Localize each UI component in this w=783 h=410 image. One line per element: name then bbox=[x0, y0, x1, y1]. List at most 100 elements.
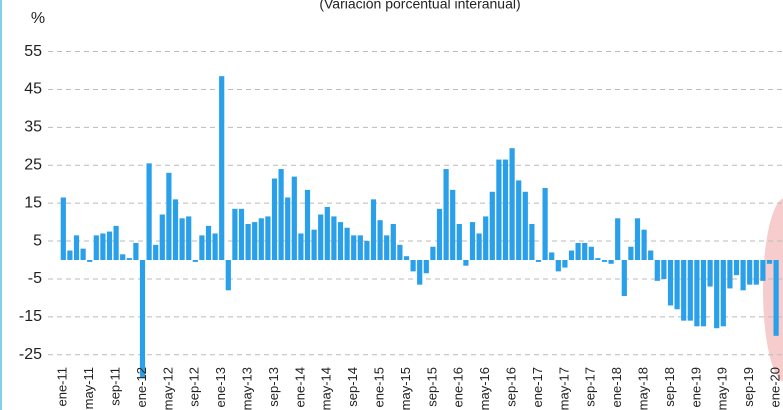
x-tick-label: sep-13 bbox=[266, 367, 281, 407]
bar bbox=[450, 189, 456, 260]
bar bbox=[555, 260, 561, 272]
bar bbox=[443, 169, 449, 260]
bar bbox=[139, 260, 146, 378]
x-tick-label: ene-11 bbox=[55, 367, 70, 407]
bar bbox=[238, 208, 245, 260]
bar bbox=[377, 220, 383, 260]
bar bbox=[113, 225, 119, 260]
bar bbox=[219, 76, 225, 260]
bar bbox=[760, 260, 766, 281]
bar bbox=[476, 233, 482, 260]
x-tick-label: ene-14 bbox=[292, 367, 307, 407]
bar bbox=[694, 260, 700, 327]
bar bbox=[364, 241, 370, 260]
bar bbox=[186, 216, 192, 260]
bar bbox=[707, 260, 713, 287]
x-tick-label: sep-11 bbox=[108, 367, 123, 406]
bar bbox=[146, 163, 152, 260]
x-tick-label: sep-19 bbox=[741, 367, 756, 407]
bar bbox=[496, 159, 502, 260]
bar bbox=[700, 260, 707, 327]
x-tick-label: may-18 bbox=[636, 367, 651, 410]
bar bbox=[73, 235, 80, 260]
bar bbox=[205, 225, 212, 260]
y-tick-label: 35 bbox=[24, 119, 42, 136]
bar bbox=[357, 235, 363, 260]
bar bbox=[403, 256, 410, 260]
bar bbox=[588, 246, 594, 260]
bar bbox=[562, 260, 568, 268]
x-tick-label: sep-18 bbox=[662, 367, 677, 407]
bar bbox=[634, 218, 641, 260]
chart-subtitle: (Variación porcentual interanual) bbox=[319, 0, 520, 12]
bar bbox=[681, 260, 687, 321]
bar bbox=[529, 223, 535, 260]
bar bbox=[714, 260, 720, 329]
bar bbox=[608, 260, 614, 264]
bar bbox=[720, 260, 726, 327]
bar bbox=[318, 214, 324, 260]
bar bbox=[641, 229, 647, 260]
bar bbox=[126, 258, 132, 260]
bar bbox=[370, 199, 377, 260]
bar bbox=[212, 233, 218, 260]
bar bbox=[601, 260, 608, 262]
x-tick-label: sep-12 bbox=[187, 367, 202, 407]
bar bbox=[654, 260, 660, 281]
bar bbox=[648, 250, 654, 260]
bar bbox=[252, 222, 258, 260]
bar bbox=[582, 242, 588, 260]
bar bbox=[502, 159, 509, 260]
bar bbox=[120, 254, 126, 260]
bar bbox=[271, 178, 278, 260]
x-tick-label: ene-15 bbox=[372, 367, 387, 407]
bar bbox=[489, 191, 495, 260]
bar bbox=[661, 260, 667, 279]
bar bbox=[469, 222, 476, 260]
bar bbox=[423, 260, 429, 274]
bar bbox=[674, 260, 680, 310]
bar bbox=[417, 260, 423, 285]
x-tick-label: may-12 bbox=[160, 367, 175, 410]
bar bbox=[311, 229, 317, 260]
y-tick-label: -25 bbox=[19, 346, 42, 363]
bar bbox=[390, 223, 396, 260]
bar bbox=[100, 233, 106, 260]
bar bbox=[67, 250, 73, 260]
bar bbox=[522, 191, 528, 260]
y-tick-label: 45 bbox=[24, 81, 42, 98]
x-tick-label: sep-17 bbox=[583, 367, 598, 407]
bar bbox=[397, 244, 403, 260]
y-axis-label: % bbox=[31, 10, 45, 27]
bar bbox=[615, 218, 621, 260]
x-tick-label: ene-17 bbox=[530, 367, 545, 407]
bar bbox=[199, 235, 205, 260]
bar bbox=[549, 252, 555, 260]
x-tick-label: ene-16 bbox=[451, 367, 466, 407]
bar bbox=[687, 260, 693, 321]
y-tick-label: 15 bbox=[24, 194, 42, 211]
x-tick-label: ene-19 bbox=[688, 367, 703, 407]
y-tick-label: -15 bbox=[19, 308, 42, 325]
y-tick-label: 55 bbox=[24, 43, 42, 60]
bar bbox=[463, 260, 469, 266]
x-tick-label: may-19 bbox=[715, 367, 730, 410]
x-tick-label: ene-20 bbox=[768, 367, 783, 407]
bar bbox=[87, 260, 93, 262]
bar bbox=[753, 260, 759, 285]
bar bbox=[153, 244, 159, 260]
bar bbox=[436, 208, 443, 260]
bar bbox=[483, 216, 489, 260]
bar bbox=[225, 260, 231, 291]
bar bbox=[542, 187, 548, 260]
bar bbox=[351, 235, 357, 260]
x-tick-label: sep-14 bbox=[345, 367, 360, 407]
bar bbox=[192, 260, 198, 262]
bar bbox=[232, 208, 238, 260]
bar bbox=[172, 199, 179, 260]
bar bbox=[740, 260, 746, 291]
bar bbox=[628, 246, 634, 260]
bar bbox=[535, 260, 542, 262]
bar bbox=[410, 260, 416, 272]
bar bbox=[60, 197, 66, 260]
